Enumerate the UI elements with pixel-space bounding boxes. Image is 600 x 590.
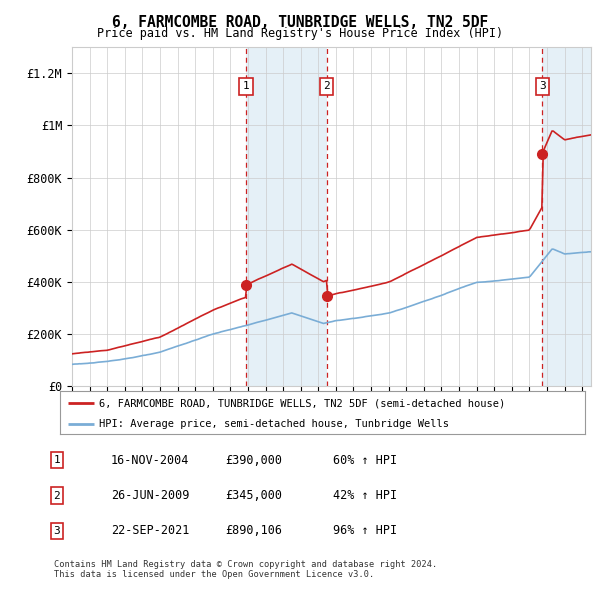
Text: £345,000: £345,000 <box>225 489 282 502</box>
Bar <box>542 47 591 386</box>
Text: 2: 2 <box>323 81 330 91</box>
Text: Contains HM Land Registry data © Crown copyright and database right 2024.
This d: Contains HM Land Registry data © Crown c… <box>54 560 437 579</box>
Text: 60% ↑ HPI: 60% ↑ HPI <box>333 454 397 467</box>
Bar <box>246 47 327 386</box>
Text: 3: 3 <box>539 81 545 91</box>
Text: 22-SEP-2021: 22-SEP-2021 <box>111 525 190 537</box>
Text: £890,106: £890,106 <box>225 525 282 537</box>
Text: Price paid vs. HM Land Registry's House Price Index (HPI): Price paid vs. HM Land Registry's House … <box>97 27 503 40</box>
Text: 1: 1 <box>242 81 249 91</box>
Text: 42% ↑ HPI: 42% ↑ HPI <box>333 489 397 502</box>
Text: 16-NOV-2004: 16-NOV-2004 <box>111 454 190 467</box>
Text: £390,000: £390,000 <box>225 454 282 467</box>
Text: 6, FARMCOMBE ROAD, TUNBRIDGE WELLS, TN2 5DF (semi-detached house): 6, FARMCOMBE ROAD, TUNBRIDGE WELLS, TN2 … <box>100 398 506 408</box>
Text: 1: 1 <box>53 455 61 465</box>
Text: 26-JUN-2009: 26-JUN-2009 <box>111 489 190 502</box>
Text: 6, FARMCOMBE ROAD, TUNBRIDGE WELLS, TN2 5DF: 6, FARMCOMBE ROAD, TUNBRIDGE WELLS, TN2 … <box>112 15 488 30</box>
Text: HPI: Average price, semi-detached house, Tunbridge Wells: HPI: Average price, semi-detached house,… <box>100 419 449 430</box>
Text: 96% ↑ HPI: 96% ↑ HPI <box>333 525 397 537</box>
Text: 2: 2 <box>53 491 61 500</box>
Text: 3: 3 <box>53 526 61 536</box>
